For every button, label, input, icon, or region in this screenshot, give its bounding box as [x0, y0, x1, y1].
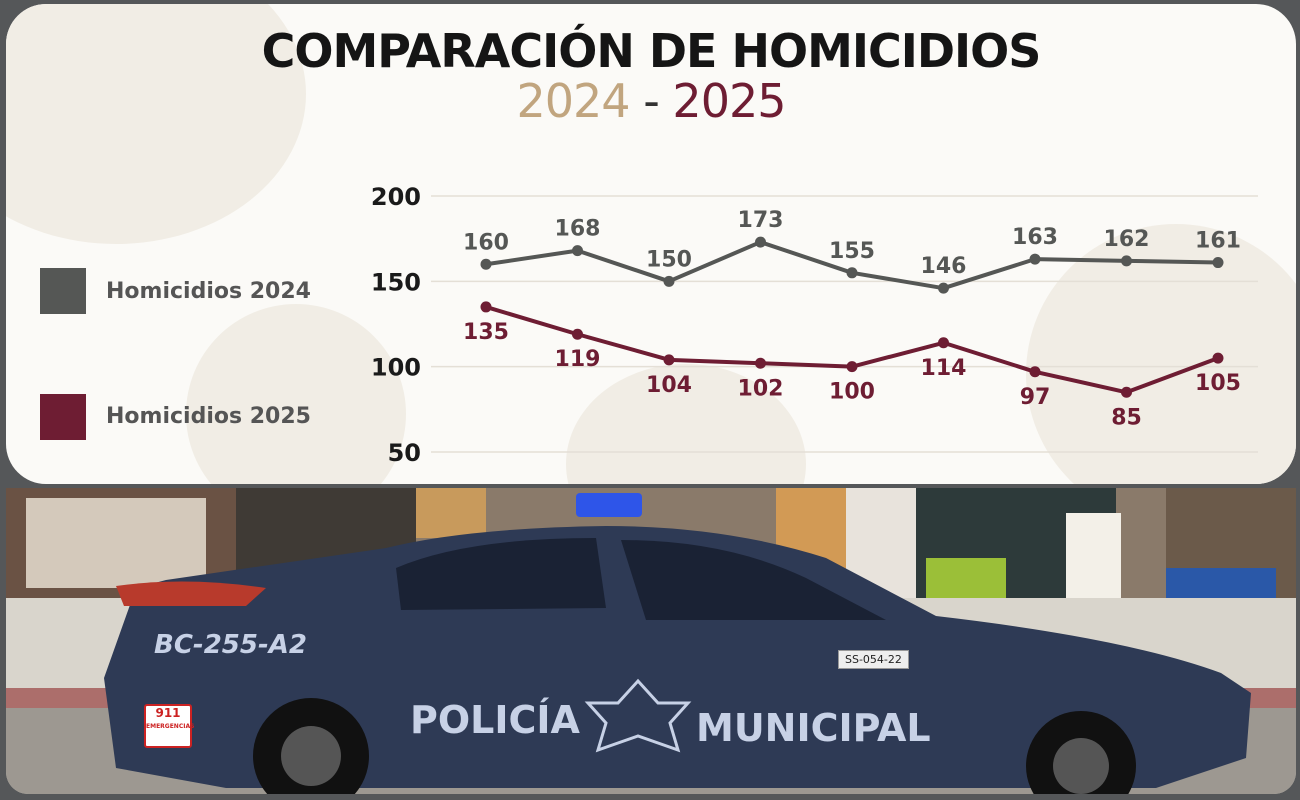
legend-swatch-2024	[40, 268, 86, 314]
y-tick-label: 100	[371, 354, 421, 382]
chart-title: COMPARACIÓN DE HOMICIDIOS	[261, 24, 1042, 78]
car-license-plate: SS-054-22	[838, 650, 909, 669]
data-point	[846, 361, 858, 373]
data-label: 104	[646, 373, 692, 398]
data-label: 150	[646, 247, 692, 272]
legend-label-2024: Homicidios 2024	[106, 279, 311, 304]
legend-swatch-2025	[40, 394, 86, 440]
emergency-badge-label: EMERGENCIAS	[146, 723, 195, 730]
y-tick-label: 50	[388, 439, 421, 467]
data-label: 114	[921, 356, 967, 381]
photo-scene	[6, 488, 1296, 794]
data-label: 161	[1195, 229, 1241, 254]
data-point	[1121, 255, 1132, 267]
subtitle-year-2025: 2025	[672, 74, 786, 128]
data-label: 105	[1195, 371, 1241, 396]
data-point	[663, 275, 675, 287]
legend-label-2025: Homicidios 2025	[106, 404, 311, 429]
line-chart: 200 150 100 50 160 168 150 173 155 146 163 162 161 13…	[371, 183, 1258, 467]
subtitle-year-2024: 2024	[516, 74, 630, 128]
emergency-badge-number: 911	[155, 706, 181, 720]
background-watermark	[1026, 224, 1296, 484]
data-label: 102	[738, 376, 784, 401]
data-point	[938, 337, 949, 349]
data-point	[663, 354, 675, 366]
data-label: 173	[738, 208, 784, 233]
emergency-badge: 911 EMERGENCIAS	[144, 704, 195, 748]
data-point	[1029, 366, 1041, 378]
background-watermark	[186, 304, 406, 484]
car-text-municipal: MUNICIPAL	[696, 706, 931, 750]
data-point	[1212, 352, 1224, 364]
data-point	[1121, 386, 1132, 398]
data-point	[1212, 257, 1224, 269]
data-point	[938, 282, 949, 294]
data-label: 135	[463, 320, 509, 345]
data-label: 162	[1104, 227, 1150, 252]
data-label: 85	[1111, 405, 1142, 430]
data-label: 168	[555, 217, 601, 242]
chart-card: COMPARACIÓN DE HOMICIDIOS 2024 - 2025 Ho…	[6, 4, 1296, 484]
car-unit-number: BC-255-A2	[154, 630, 307, 660]
data-point	[755, 357, 766, 369]
y-tick-label: 200	[371, 183, 421, 211]
data-label: 155	[829, 239, 875, 264]
data-point	[572, 328, 583, 340]
data-label: 119	[555, 347, 601, 372]
data-point	[755, 236, 766, 248]
y-tick-label: 150	[371, 268, 421, 296]
data-label: 97	[1020, 385, 1051, 410]
data-point	[480, 301, 492, 313]
car-text-policia: POLICÍA	[410, 698, 580, 742]
subtitle-separator: -	[643, 74, 660, 128]
data-label: 160	[463, 230, 509, 255]
data-label: 163	[1012, 225, 1058, 250]
data-point	[1029, 253, 1041, 265]
data-label: 146	[921, 254, 967, 279]
data-point	[480, 258, 492, 270]
chart-subtitle: 2024 - 2025	[6, 74, 1296, 128]
data-label: 100	[829, 380, 875, 405]
data-point	[572, 245, 583, 257]
police-car-photo: BC-255-A2 SS-054-22 911 EMERGENCIAS POLI…	[6, 488, 1296, 794]
data-point	[846, 267, 858, 279]
